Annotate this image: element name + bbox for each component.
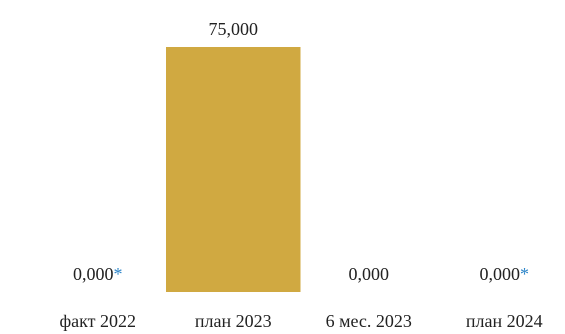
value-label-text: 0,000 <box>480 264 521 284</box>
x-tick-label: план 2023 <box>195 311 272 331</box>
x-tick-label: факт 2022 <box>59 311 136 331</box>
value-label: 0,000 <box>349 264 390 284</box>
value-label-text: 0,000 <box>73 264 114 284</box>
value-label: 75,000 <box>209 19 259 39</box>
footnote-mark: * <box>114 264 123 284</box>
value-label-text: 75,000 <box>209 19 259 39</box>
value-label-text: 0,000 <box>349 264 390 284</box>
bar <box>166 47 301 292</box>
x-tick-label: 6 мес. 2023 <box>326 311 412 331</box>
footnote-mark: * <box>520 264 529 284</box>
value-label: 0,000* <box>73 264 123 284</box>
x-tick-label: план 2024 <box>466 311 543 331</box>
value-label: 0,000* <box>480 264 530 284</box>
